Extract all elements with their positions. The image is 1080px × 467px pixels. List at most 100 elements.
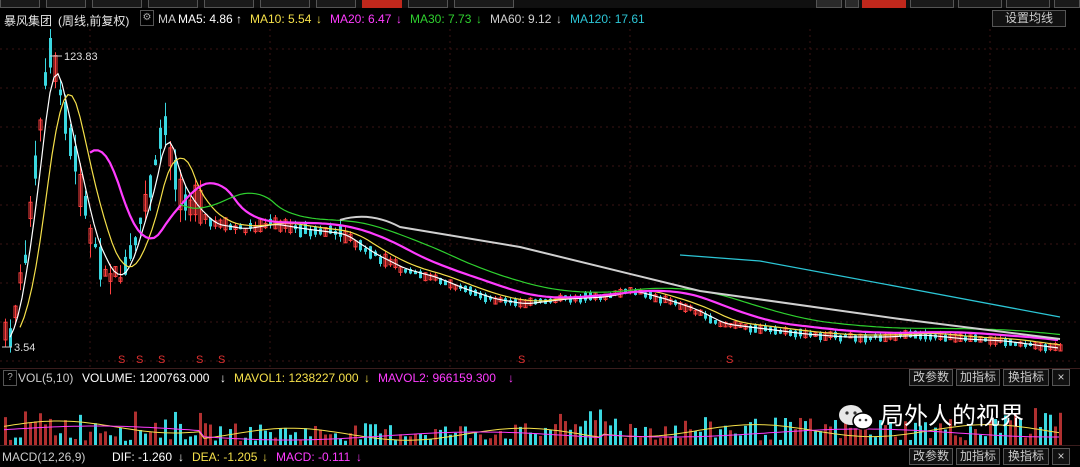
volume-bar <box>204 423 207 445</box>
volume-bar <box>189 436 192 445</box>
s-marker: S <box>726 354 733 366</box>
close-icon[interactable]: × <box>1052 369 1070 386</box>
candle <box>874 334 877 338</box>
tab-period[interactable] <box>92 0 142 8</box>
volume-bar <box>919 425 922 445</box>
tab-tool[interactable] <box>816 0 842 8</box>
volume-bar <box>674 425 677 445</box>
add-indicator-button[interactable]: 加指标 <box>956 369 1000 386</box>
tab-tool[interactable] <box>1006 0 1050 8</box>
volume-bar <box>969 426 972 445</box>
price-chart[interactable]: 123.833.54S S S S S S S <box>0 29 1080 369</box>
volume-bar <box>874 437 877 445</box>
s-marker: S <box>136 354 143 366</box>
volume-bar <box>74 439 77 445</box>
gear-icon[interactable]: ? <box>3 370 17 386</box>
candle <box>1038 342 1043 351</box>
volume-bar <box>394 439 397 445</box>
mavol1-line <box>3 420 1060 441</box>
volume-bar <box>819 431 822 445</box>
volume-bar <box>1044 413 1047 445</box>
volume-bar <box>369 424 372 445</box>
candle <box>369 246 372 259</box>
arrow-down-icon: ↓ <box>556 12 562 26</box>
tab-tool[interactable] <box>958 0 1002 8</box>
ma20-line <box>89 149 1059 342</box>
candle <box>919 332 922 340</box>
switch-indicator-button[interactable]: 换指标 <box>1003 369 1049 386</box>
tab-period-weekly[interactable] <box>362 0 402 8</box>
candle <box>359 240 362 251</box>
tab-period[interactable] <box>0 0 40 8</box>
high-price-label: 123.83 <box>64 51 98 63</box>
tab-period[interactable] <box>316 0 356 8</box>
candle <box>423 272 428 282</box>
candle <box>869 336 872 340</box>
volume-bar <box>904 421 907 445</box>
add-indicator-button[interactable]: 加指标 <box>956 448 1000 465</box>
close-icon[interactable]: × <box>1052 448 1070 465</box>
candle <box>18 272 23 284</box>
volume-chart[interactable] <box>0 387 1080 445</box>
change-params-button[interactable]: 改参数 <box>909 369 953 386</box>
candle <box>528 297 533 306</box>
volume-bar <box>999 432 1002 445</box>
switch-indicator-button[interactable]: 换指标 <box>1003 448 1049 465</box>
volume-bar <box>1049 414 1052 445</box>
volume-bar <box>279 428 282 445</box>
tab-tool[interactable] <box>1054 0 1080 8</box>
tab-period[interactable] <box>408 0 448 8</box>
mavol2-line <box>3 425 1059 441</box>
gear-icon[interactable]: ⚙ <box>140 10 154 26</box>
volume-bar <box>989 421 992 445</box>
volume-bar <box>209 424 212 445</box>
tab-period[interactable] <box>454 0 514 8</box>
candle <box>74 146 77 172</box>
volume-bar <box>59 433 62 445</box>
volume-bar <box>849 427 852 445</box>
volume-bar <box>544 427 547 445</box>
ma-settings-button[interactable]: 设置均线 <box>992 10 1066 27</box>
volume-bar <box>509 438 512 445</box>
volume-bar <box>644 426 647 445</box>
tab-period[interactable] <box>204 0 254 8</box>
candle <box>103 268 108 277</box>
tab-period[interactable] <box>260 0 310 8</box>
volume-bar <box>834 420 837 445</box>
volume-bar <box>534 433 537 445</box>
volume-bar <box>109 435 112 445</box>
candle <box>834 331 837 339</box>
candle <box>319 228 322 235</box>
candle <box>534 299 537 305</box>
candle <box>168 147 173 167</box>
tab-period[interactable] <box>148 0 198 8</box>
volume-bar <box>294 432 297 445</box>
candle <box>964 335 967 341</box>
ma10-line <box>19 93 1061 346</box>
tab-tool[interactable] <box>845 0 859 8</box>
candle <box>283 219 288 229</box>
tab-tool[interactable] <box>910 0 954 8</box>
candle <box>799 328 802 337</box>
stock-name: 暴风集团 <box>4 14 53 28</box>
arrow-down-icon: ↓ <box>356 450 362 464</box>
volume-bar <box>884 425 887 445</box>
volume-bar <box>699 431 702 445</box>
volume-bar <box>504 438 507 445</box>
volume-bar <box>1014 413 1017 445</box>
candle <box>88 227 93 244</box>
candle <box>174 159 177 190</box>
change-params-button[interactable]: 改参数 <box>909 448 953 465</box>
volume-bar <box>974 429 977 445</box>
candle <box>828 331 833 338</box>
volume-bar <box>909 439 912 445</box>
tab-period[interactable] <box>46 0 86 8</box>
volume-bar <box>864 422 867 445</box>
candle <box>329 225 332 234</box>
tab-tool[interactable] <box>862 0 906 8</box>
volume-bar <box>94 423 97 445</box>
ma120-value: MA120: 17.61 <box>570 12 645 26</box>
volume-bar <box>799 417 802 445</box>
candle <box>704 313 707 319</box>
candle <box>398 266 403 273</box>
